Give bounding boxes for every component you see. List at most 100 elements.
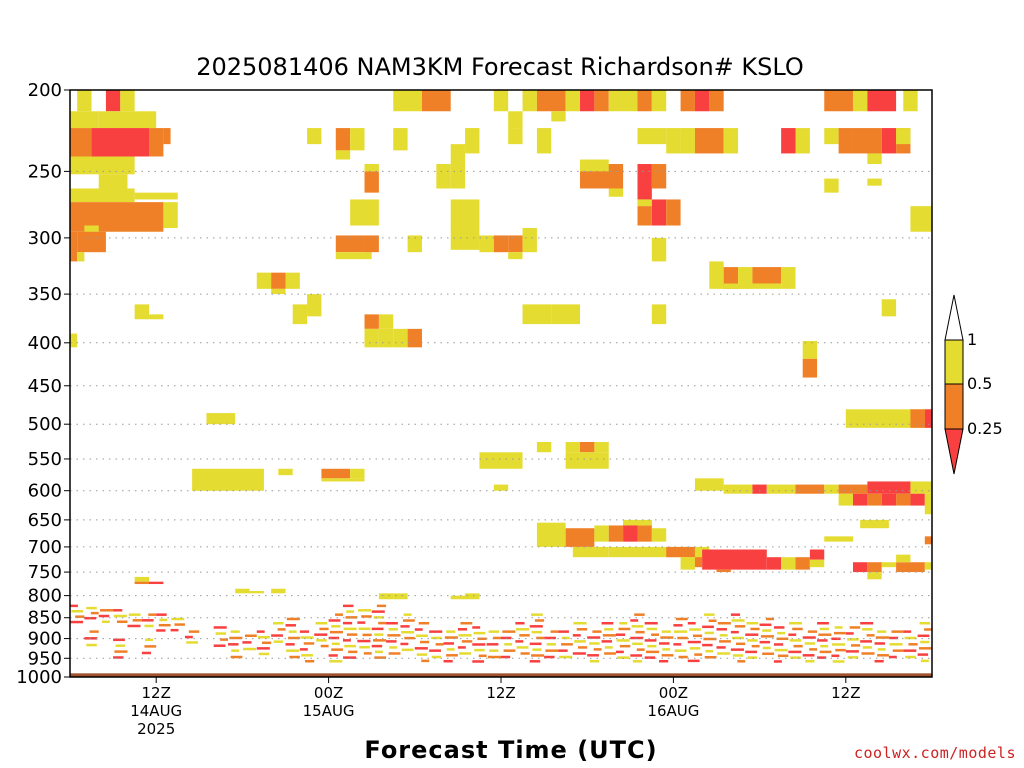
low-level-dash-23-5 [374, 633, 384, 636]
low-level-dash-21-0 [342, 604, 354, 608]
ri-cell-36 [149, 581, 164, 585]
low-level-dash-45-5 [694, 653, 703, 656]
low-level-dash-3-1 [113, 614, 127, 618]
low-level-dash-36-3 [558, 649, 568, 652]
low-level-dash-41-8 [632, 660, 643, 663]
low-level-dash-12-3 [213, 644, 226, 647]
low-level-dash-20-4 [328, 636, 340, 640]
ri-cell-128 [881, 299, 897, 317]
low-level-dash-6-0 [156, 613, 167, 616]
low-level-dash-37-5 [572, 652, 586, 655]
low-level-dash-39-0 [601, 621, 614, 625]
low-level-dash-58-2 [874, 642, 886, 645]
low-level-dash-59-4 [888, 655, 897, 659]
low-level-dash-25-3 [401, 630, 415, 634]
ri-cell-82 [536, 128, 552, 154]
low-level-dash-48-3 [730, 630, 739, 634]
ri-cell-10 [98, 174, 128, 189]
low-level-dash-47-4 [716, 646, 726, 649]
low-level-dash-20-0 [335, 613, 343, 616]
ri-cell-47 [335, 252, 372, 260]
low-level-dash-27-3 [429, 649, 441, 652]
low-level-dash-13-3 [231, 649, 240, 652]
low-level-dash-22-0 [357, 609, 372, 612]
low-level-dash-59-1 [888, 636, 899, 640]
low-level-dash-55-1 [834, 631, 846, 635]
y-tick-label-450: 450 [28, 376, 62, 397]
low-level-dash-29-4 [457, 646, 466, 649]
low-level-dash-49-1 [750, 627, 760, 631]
ri-cell-186 [924, 562, 932, 570]
low-level-dash-32-1 [501, 636, 512, 640]
low-level-dash-61-0 [919, 621, 931, 625]
low-level-dash-30-2 [477, 637, 487, 641]
low-level-dash-58-1 [875, 636, 889, 639]
ri-cell-154 [881, 493, 897, 506]
x-axis-label: Forecast Time (UTC) [364, 736, 657, 764]
low-level-dash-49-5 [745, 650, 758, 654]
low-level-dash-24-3 [386, 640, 397, 643]
ri-cell-54 [393, 328, 408, 348]
low-level-dash-1-1 [90, 611, 99, 615]
chart-title: 2025081406 NAM3KM Forecast Richardson# K… [196, 53, 804, 81]
low-level-dash-23-0 [376, 604, 387, 608]
ri-cell-177 [781, 557, 796, 570]
low-level-dash-37-1 [576, 628, 588, 631]
low-level-dash-3-2 [116, 620, 128, 623]
low-level-dash-51-5 [777, 654, 789, 658]
low-level-dash-54-0 [817, 621, 829, 625]
low-level-dash-51-1 [777, 631, 786, 635]
low-level-dash-25-6 [401, 648, 414, 652]
low-level-dash-17-0 [286, 617, 300, 621]
low-level-dash-33-2 [519, 634, 530, 637]
low-level-dash-22-2 [357, 621, 366, 624]
ri-cell-170 [666, 546, 695, 558]
low-level-dash-30-4 [474, 648, 485, 652]
gridlines [70, 170, 932, 678]
low-level-dash-23-1 [371, 610, 385, 613]
low-level-dash-45-1 [689, 628, 701, 631]
low-level-dash-44-6 [678, 655, 688, 659]
low-level-dash-58-0 [877, 630, 887, 633]
low-level-dash-59-3 [892, 649, 904, 652]
low-level-dash-20-8 [329, 660, 343, 663]
low-level-dash-21-2 [345, 616, 358, 619]
ri-cell-55 [407, 328, 422, 348]
low-level-dash-20-7 [328, 654, 338, 657]
low-level-dash-32-3 [503, 649, 516, 652]
low-level-dash-26-5 [416, 653, 428, 656]
ri-cell-117 [867, 90, 897, 112]
low-level-dash-20-2 [331, 625, 341, 628]
ri-cell-59 [421, 90, 451, 112]
low-level-dash-37-0 [573, 621, 587, 625]
ri-cell-136 [580, 441, 595, 453]
ri-cell-30 [278, 468, 293, 476]
ri-cell-64 [450, 199, 480, 226]
ri-cell-37 [235, 588, 250, 594]
low-level-dash-52-3 [789, 639, 802, 642]
ri-cell-25 [292, 304, 308, 325]
ri-cell-118 [903, 90, 918, 112]
low-level-dash-54-4 [820, 644, 829, 648]
low-level-dash-60-2 [908, 643, 918, 646]
y-tick-label-400: 400 [28, 333, 62, 354]
low-level-dash-9-1 [115, 644, 125, 647]
x-tick-label-1-0: 00Z [314, 684, 343, 702]
low-level-dash-58-5 [874, 659, 884, 663]
ri-cell-96 [522, 304, 552, 325]
ri-cell-97 [551, 304, 581, 325]
low-level-dash-3-0 [113, 609, 123, 612]
low-level-dash-31-2 [486, 643, 499, 646]
ri-cell-78 [594, 90, 609, 112]
y-axis-ticks: 200 250 300 350 400 450 500 550 600 650 700 750 8008… [16, 80, 70, 688]
y-tick-label-700: 700 [28, 537, 62, 558]
ri-cell-65 [450, 225, 480, 250]
y-tick-label-1000: 1000 [16, 667, 62, 688]
ri-cell-94 [666, 128, 681, 154]
low-level-dash-48-6 [730, 648, 744, 651]
low-level-dash-13-2 [228, 643, 239, 646]
low-level-dash-6-3 [156, 629, 166, 632]
low-level-dash-50-0 [766, 617, 774, 621]
low-level-dash-43-5 [659, 659, 669, 663]
low-level-dash-27-0 [429, 630, 443, 633]
